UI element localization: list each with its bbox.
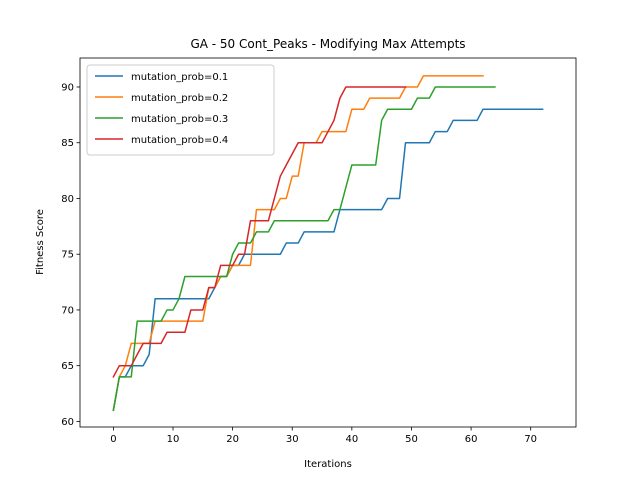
y-tick-label: 60: [61, 417, 74, 428]
x-tick-label: 20: [226, 434, 239, 445]
chart-title: GA - 50 Cont_Peaks - Modifying Max Attem…: [190, 37, 465, 51]
plot-lines: [112, 75, 544, 412]
x-tick-label: 50: [405, 434, 418, 445]
x-tick-label: 40: [345, 434, 358, 445]
series-line-4: [112, 86, 407, 378]
x-tick-label: 70: [524, 434, 537, 445]
y-axis-label: Fitness Score: [35, 209, 46, 275]
legend-entry-label: mutation_prob=0.1: [131, 72, 228, 83]
y-axis: 60 65 70 75 80 85 90: [61, 82, 80, 428]
legend-entry-label: mutation_prob=0.2: [131, 93, 228, 104]
x-axis-label: Iterations: [304, 459, 352, 470]
legend-box: [86, 64, 275, 156]
y-tick-label: 70: [61, 305, 74, 316]
legend: mutation_prob=0.1 mutation_prob=0.2mutati…: [86, 64, 275, 156]
legend-entry-label: mutation_prob=0.4: [131, 135, 228, 146]
x-tick-label: 10: [167, 434, 180, 445]
series-line-1: [112, 108, 544, 412]
series-line-2: [112, 75, 484, 412]
x-tick-label: 60: [465, 434, 478, 445]
y-tick-label: 75: [61, 250, 74, 261]
x-axis: 0 10 20 30 40 50 60 70: [110, 427, 537, 445]
y-tick-label: 80: [61, 194, 74, 205]
y-tick-label: 65: [61, 361, 74, 372]
y-tick-label: 85: [61, 138, 74, 149]
series-line-3: [112, 86, 496, 412]
plot-frame: [79, 57, 577, 428]
y-tick-label: 90: [61, 82, 74, 93]
x-tick-label: 0: [110, 434, 116, 445]
legend-entry-label: mutation_prob=0.3: [131, 114, 228, 125]
x-tick-label: 30: [286, 434, 299, 445]
